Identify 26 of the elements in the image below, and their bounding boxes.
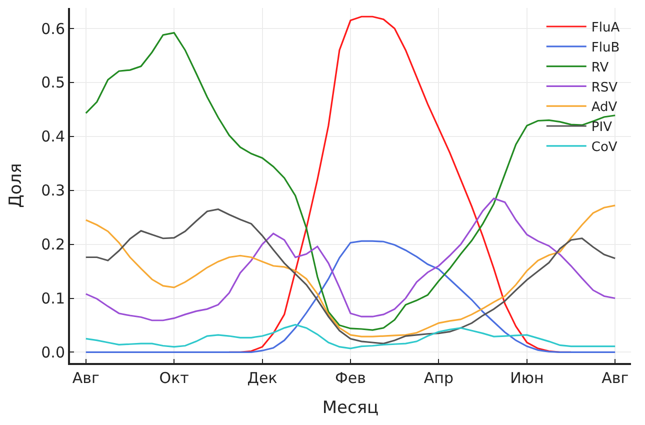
legend-label: RV: [591, 60, 609, 76]
y-tick-label: 0.6: [41, 20, 65, 38]
line-series: [85, 324, 616, 350]
legend-label: FluB: [591, 40, 620, 56]
legend-label: PIV: [591, 120, 612, 136]
y-tick-label: 0.5: [41, 74, 65, 92]
y-tick-label: 0.1: [41, 290, 65, 308]
x-tick-label: Авг: [602, 369, 629, 387]
x-axis-title: Месяц: [322, 398, 379, 418]
x-tick-label: Фев: [335, 369, 366, 387]
y-tick-label: 0.0: [41, 343, 65, 362]
legend-label: FluA: [591, 20, 620, 36]
line-series: [85, 198, 616, 322]
y-tick-label: 0.2: [41, 236, 65, 254]
legend-label: AdV: [591, 100, 618, 116]
y-tick-label: 0.4: [41, 128, 65, 146]
x-tick-label: Июн: [510, 369, 544, 387]
line-series: [85, 240, 616, 354]
x-tick-label: Авг: [72, 369, 100, 387]
y-tick-label: 0.3: [41, 182, 65, 200]
x-tick-label: Окт: [159, 369, 190, 387]
x-tick-label: Дек: [247, 369, 278, 387]
legend-label: CoV: [591, 140, 618, 155]
legend-label: RSV: [591, 80, 618, 96]
x-tick-label: Апр: [424, 369, 454, 387]
y-axis-title: Доля: [6, 163, 26, 208]
